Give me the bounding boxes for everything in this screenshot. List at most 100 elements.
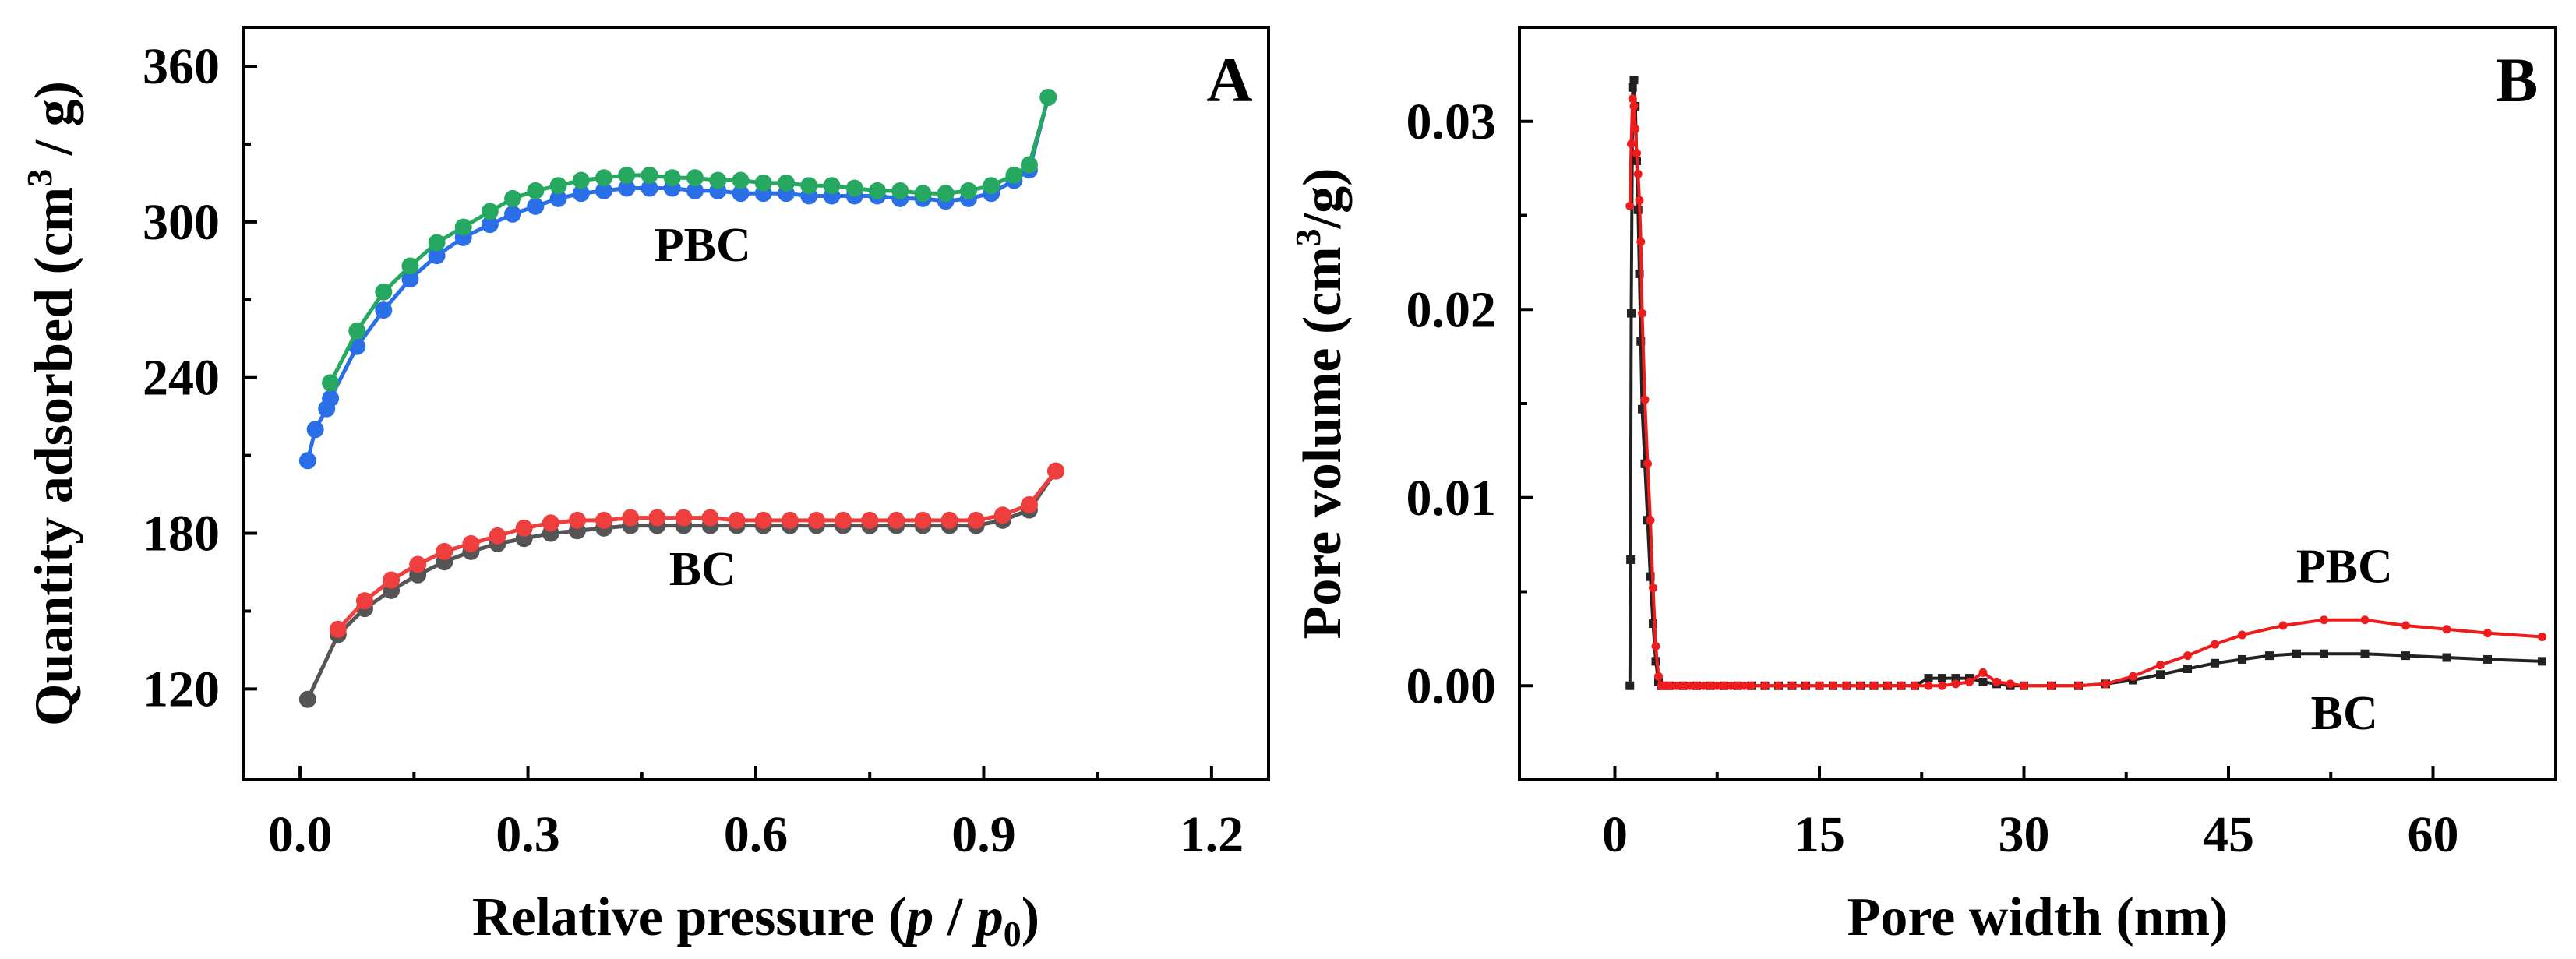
series-pbc-desorption [322, 88, 1057, 392]
x-tick-label: 45 [2203, 806, 2254, 863]
data-point [568, 511, 586, 529]
series-annotation: PBC [655, 219, 751, 272]
data-point [1699, 681, 1708, 690]
data-point [1815, 681, 1824, 690]
data-point [2292, 649, 2301, 658]
y-tick-label: 240 [143, 350, 220, 407]
data-point [1978, 668, 1988, 677]
data-point [2211, 658, 2219, 668]
data-point [1992, 677, 2001, 686]
data-point [2238, 630, 2246, 640]
y-tick-label: 120 [143, 661, 220, 717]
data-point [1897, 681, 1906, 690]
data-point [2483, 629, 2492, 638]
data-point [481, 216, 499, 234]
data-point [1685, 681, 1695, 690]
y-tick-label: 360 [143, 38, 220, 95]
data-point [1951, 679, 1960, 689]
data-point [2238, 654, 2246, 664]
data-point [2360, 649, 2370, 658]
data-point [618, 166, 636, 184]
data-point [1713, 681, 1722, 690]
data-point [1678, 681, 1688, 690]
data-point [2047, 681, 2056, 690]
data-point [322, 374, 340, 392]
data-point [1720, 681, 1728, 690]
plot-frame [242, 26, 1270, 781]
data-point [648, 509, 666, 527]
data-point [1628, 94, 1637, 104]
data-point [489, 527, 506, 545]
data-point [1760, 681, 1770, 690]
data-point [515, 519, 533, 537]
x-tick-label: 0.6 [724, 806, 789, 863]
data-point [2183, 651, 2192, 661]
data-point [436, 542, 453, 560]
data-point [1740, 681, 1749, 690]
data-point [1636, 337, 1646, 346]
y-axis-label: Quantity adsorbed (cm3 / g) [19, 81, 84, 726]
y-tick-label: 0.01 [1406, 470, 1497, 527]
data-point [375, 283, 393, 301]
data-point [2320, 615, 2328, 625]
data-point [1649, 619, 1657, 629]
data-point [1643, 459, 1652, 468]
data-point [409, 555, 427, 573]
data-point [1924, 681, 1933, 690]
data-point [1636, 237, 1646, 246]
x-tick-label: 0 [1602, 806, 1628, 863]
data-point [1733, 681, 1742, 690]
data-point [754, 174, 772, 192]
plot-frame [1518, 26, 2557, 781]
data-point [383, 571, 401, 589]
data-point [504, 189, 522, 207]
data-point [572, 185, 590, 203]
data-point [777, 174, 795, 192]
data-point [1628, 83, 1637, 92]
series-bc [1625, 76, 2546, 690]
x-axis-label: Relative pressure (p / p0) [472, 887, 1039, 954]
y-tick-label: 180 [143, 506, 220, 562]
data-point [914, 185, 932, 203]
data-point [2211, 640, 2219, 649]
data-point [1869, 681, 1879, 690]
data-point [1938, 674, 1946, 683]
x-tick-label: 0.3 [496, 806, 560, 863]
series-line [337, 470, 1058, 631]
data-point [401, 270, 419, 288]
data-point [686, 169, 704, 187]
data-point [1627, 139, 1636, 149]
data-point [1842, 681, 1851, 690]
data-point [835, 511, 852, 529]
data-point [940, 511, 958, 529]
data-point [527, 197, 545, 215]
x-tick-label: 30 [1999, 806, 2050, 863]
data-point [861, 511, 879, 529]
data-point [1951, 674, 1960, 683]
data-point [1625, 681, 1635, 690]
data-point [481, 203, 499, 220]
data-point [1005, 166, 1023, 184]
data-point [640, 166, 658, 184]
data-point [1654, 672, 1663, 681]
data-point [701, 509, 719, 527]
data-point [914, 511, 932, 529]
series-pbc-adsorption [298, 88, 1057, 470]
data-point [1924, 674, 1933, 683]
data-point [1856, 681, 1865, 690]
series-line [1628, 98, 2542, 688]
x-tick-label: 0.9 [951, 806, 1016, 863]
data-point [1649, 584, 1657, 593]
data-point [1787, 681, 1797, 690]
data-point [2101, 679, 2110, 689]
data-point [454, 218, 472, 236]
data-point [2183, 665, 2192, 674]
x-tick-label: 15 [1794, 806, 1845, 863]
data-point [959, 182, 977, 199]
data-point [675, 509, 693, 527]
data-point [1627, 309, 1636, 318]
data-point [1635, 269, 1644, 278]
data-point [807, 511, 825, 529]
data-point [887, 511, 905, 529]
